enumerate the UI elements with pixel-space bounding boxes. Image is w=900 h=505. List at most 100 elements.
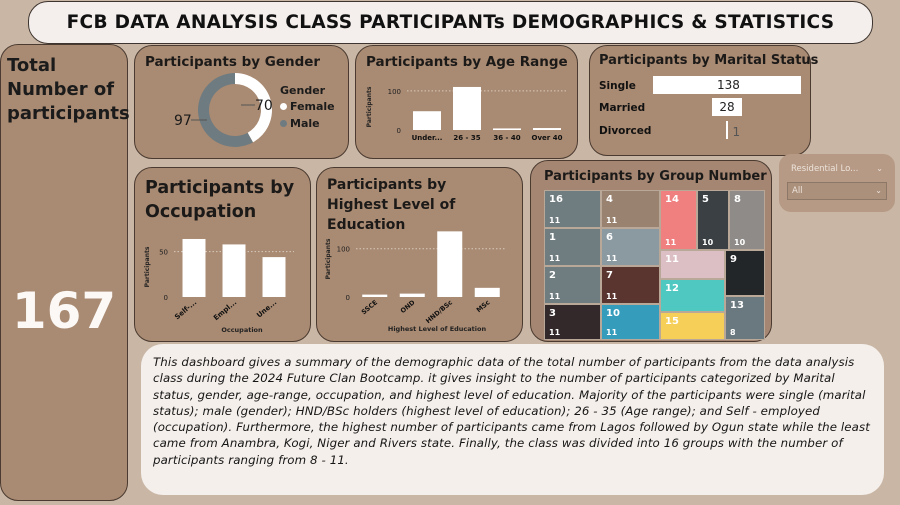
group-number: 1 — [549, 232, 556, 243]
group-tile-3[interactable]: 3 11 — [544, 304, 601, 340]
gender-legend: Gender Female Male — [280, 84, 335, 130]
bar[interactable] — [533, 128, 561, 130]
x-tick-label: OND — [399, 298, 417, 315]
donut-slice-female[interactable] — [235, 73, 272, 143]
slicer-dropdown[interactable]: All ⌄ — [787, 182, 887, 200]
marital-bar[interactable] — [726, 121, 728, 139]
y-tick-label: 0 — [346, 294, 350, 302]
group-tile-10[interactable]: 10 11 — [601, 304, 660, 340]
group-number: 12 — [665, 283, 679, 294]
y-axis-label: Participants — [144, 246, 151, 287]
gender-legend-item-female[interactable]: Female — [280, 100, 335, 113]
x-tick-label: Over 40 — [532, 134, 563, 142]
group-count: 11 — [606, 216, 618, 225]
x-tick-label: MSc — [475, 298, 492, 314]
group-tile-7[interactable]: 7 11 — [601, 266, 660, 304]
group-count: 11 — [606, 254, 618, 263]
slicer-title: Residential Lo... — [791, 164, 859, 174]
bar[interactable] — [413, 111, 441, 130]
total-participants-card[interactable] — [0, 44, 128, 501]
bar[interactable] — [362, 294, 388, 297]
marital-card[interactable] — [589, 45, 811, 156]
occupation-title: Participants by Occupation — [145, 178, 295, 222]
group-number: 9 — [730, 254, 737, 265]
group-tile-8[interactable]: 8 10 — [729, 190, 765, 250]
group-tile-11[interactable]: 11 — [660, 250, 725, 279]
age-bar-chart[interactable]: 0 100 Under... 26 - 35 36 - 40 Over 40 Partici… — [355, 45, 578, 159]
group-tile-12[interactable]: 12 — [660, 279, 725, 312]
marital-bar-chart[interactable]: Single 138 Married 28 Divorced 1 — [589, 45, 811, 156]
marital-label: Married — [599, 102, 646, 114]
y-tick-label: 100 — [337, 246, 350, 254]
groups-title: Participants by Group Number — [544, 169, 767, 184]
group-number: 5 — [702, 194, 709, 205]
x-axis-label: Highest Level of Education — [388, 325, 487, 333]
bar[interactable] — [493, 128, 521, 130]
bar[interactable] — [474, 287, 500, 297]
group-number: 2 — [549, 270, 556, 281]
group-tile-15[interactable]: 15 — [660, 312, 725, 340]
x-tick-label: Self-... — [173, 298, 198, 321]
donut-slice-male[interactable] — [198, 73, 253, 147]
age-title: Participants by Age Range — [366, 54, 568, 70]
group-number: 15 — [665, 316, 679, 327]
marital-bar[interactable] — [653, 76, 801, 94]
group-count: 11 — [549, 328, 561, 337]
x-tick-label: SSCE — [360, 298, 379, 316]
marital-value: 1 — [732, 125, 741, 139]
group-tile-13[interactable]: 13 8 — [725, 296, 765, 340]
group-tile-1[interactable]: 1 11 — [544, 228, 601, 266]
bar[interactable] — [399, 293, 425, 297]
group-tile-2[interactable]: 2 11 — [544, 266, 601, 304]
group-tile-16[interactable]: 16 11 — [544, 190, 601, 228]
marital-value: 138 — [717, 78, 740, 92]
gender-donut-chart[interactable]: 97 70 — [134, 45, 349, 159]
bar[interactable] — [262, 257, 286, 297]
group-tile-5[interactable]: 5 10 — [697, 190, 729, 250]
chevron-down-icon[interactable]: ⌄ — [875, 186, 882, 195]
group-count: 11 — [606, 328, 618, 337]
legend-dot-icon — [280, 120, 287, 127]
bar[interactable] — [453, 86, 481, 130]
group-number: 8 — [734, 194, 741, 205]
group-number: 13 — [730, 300, 744, 311]
group-tile-9[interactable]: 9 — [725, 250, 765, 296]
group-number: 7 — [606, 270, 613, 281]
group-count: 11 — [549, 216, 561, 225]
gender-value-male: 97 — [174, 113, 192, 129]
y-axis-label: Participants — [325, 238, 332, 279]
group-tile-14[interactable]: 14 11 — [660, 190, 697, 250]
group-number: 10 — [606, 308, 620, 319]
group-number: 16 — [549, 194, 563, 205]
group-tile-4[interactable]: 4 11 — [601, 190, 660, 228]
summary-text-box: This dashboard gives a summary of the de… — [141, 344, 884, 495]
bar[interactable] — [182, 238, 206, 297]
x-tick-label: HND/BSc — [424, 298, 454, 325]
x-tick-label: Une... — [255, 298, 278, 319]
occupation-bar-chart[interactable]: 0 50 Self-... Empl... Une... Participants Occu… — [134, 167, 311, 342]
group-number: 14 — [665, 194, 679, 205]
group-count: 11 — [549, 292, 561, 301]
slicer-header[interactable]: Residential Lo... ⌄ — [787, 161, 887, 179]
education-bar-chart[interactable]: 0 100 SSCE OND HND/BSc MSc Participants Highest… — [316, 167, 523, 342]
dashboard-title: FCB DATA ANALYSIS CLASS PARTICIPANTs DEM… — [28, 1, 873, 44]
bar[interactable] — [222, 244, 246, 297]
group-count: 11 — [665, 238, 677, 247]
residential-slicer[interactable]: Residential Lo... ⌄ All ⌄ — [779, 154, 895, 212]
total-participants-value: 167 — [11, 282, 117, 340]
education-card[interactable] — [316, 167, 523, 342]
gender-legend-item-male[interactable]: Male — [280, 117, 335, 130]
slicer-selected-value: All — [792, 186, 803, 196]
group-count: 10 — [702, 238, 714, 247]
group-tile-6[interactable]: 6 11 — [601, 228, 660, 266]
groups-treemap[interactable]: 16 11 1 11 2 11 3 11 4 11 6 11 7 11 10 11 14 11 5 10 8 10 11 9 1… — [544, 190, 765, 340]
y-tick-label: 100 — [388, 88, 401, 96]
marital-bar[interactable] — [711, 98, 742, 116]
group-number: 3 — [549, 308, 556, 319]
group-count: 11 — [606, 292, 618, 301]
x-tick-label: 26 - 35 — [453, 134, 480, 142]
x-tick-label: Under... — [412, 134, 443, 142]
chevron-down-icon[interactable]: ⌄ — [876, 164, 883, 173]
bar[interactable] — [437, 231, 463, 297]
occupation-card[interactable] — [134, 167, 311, 342]
